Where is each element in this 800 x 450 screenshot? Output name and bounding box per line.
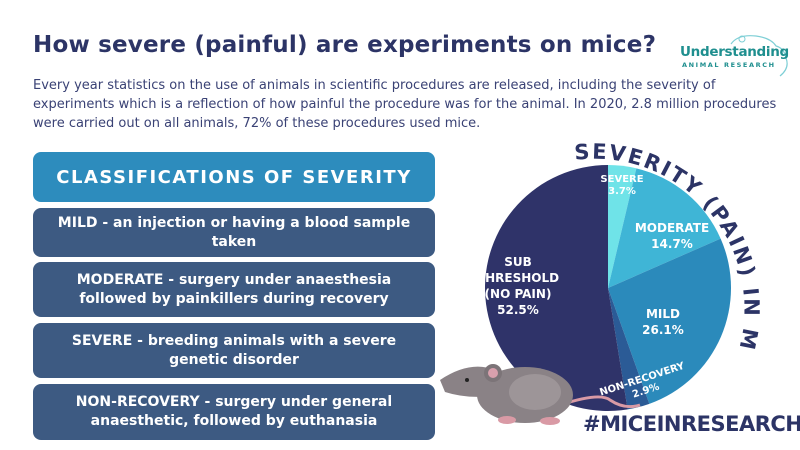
pie-label: MILD 26.1% [642,307,684,337]
logo-line2: ANIMAL RESEARCH [682,61,776,69]
classification-term: MILD [57,214,98,231]
hashtag: #MICEINRESEARCH [583,412,800,436]
classification-desc: - breeding animals with a severe genetic… [132,332,397,368]
classification-term: NON-RECOVERY [75,394,200,410]
classification-desc: - surgery under general anaesthetic, fol… [90,394,393,429]
mouse-illustration [440,364,641,425]
understanding-animal-research-logo: Understanding ANIMAL RESEARCH [676,30,796,80]
classification-non-recovery: NON-RECOVERY - surgery under general ana… [33,384,435,440]
pie-label: SUB THRESHOLD (NO PAIN) 52.5% [477,255,559,317]
pie-label: SEVERE 3.7% [600,174,643,197]
classification-term: SEVERE [71,332,133,349]
pie-label: MODERATE 14.7% [635,221,709,251]
classifications-heading: CLASSIFICATIONS OF SEVERITY [33,152,435,202]
classification-term: MODERATE [76,271,164,288]
pie-slice-sub-threshold-no-pain- [484,165,628,411]
rat-outline-icon [730,35,788,77]
page-title: How severe (painful) are experiments on … [33,32,657,58]
logo-line1: Understanding [680,44,789,60]
intro-paragraph: Every year statistics on the use of anim… [33,78,777,131]
classification-desc: - an injection or having a blood sample … [97,214,411,250]
classification-desc: - surgery under anaesthesia followed by … [79,271,392,307]
classification-moderate: MODERATE - surgery under anaesthesia fol… [33,262,435,317]
classification-severe: SEVERE - breeding animals with a severe … [33,323,435,378]
pie-slice-severe [608,165,637,288]
pie-slice-moderate [608,168,721,288]
pie-slice-non-recovery [608,288,650,410]
classification-mild: MILD - an injection or having a blood sa… [33,208,435,257]
pie-slice-mild [608,238,731,404]
